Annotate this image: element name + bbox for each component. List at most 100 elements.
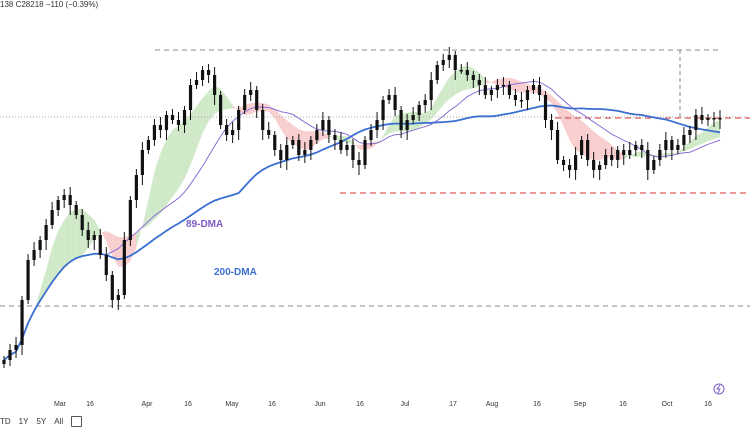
candle-body (610, 155, 614, 160)
cloud-segment-bearish (322, 132, 329, 140)
candle-body (453, 55, 457, 70)
cloud-segment-bullish (136, 226, 143, 248)
cloud-segment-bullish (160, 139, 167, 214)
candle-body (297, 140, 301, 155)
candle-body (561, 160, 566, 165)
x-tick-label: May (225, 401, 239, 408)
lightning-icon[interactable] (713, 383, 725, 395)
cloud-segment-bullish (635, 151, 642, 158)
candle-body (74, 205, 78, 215)
candle-body (477, 80, 481, 85)
candle-body (62, 195, 66, 200)
candle-body (459, 70, 463, 72)
cloud-segment-bullish (707, 122, 714, 142)
candle-body (501, 85, 505, 87)
range-1y-button[interactable]: 1Y (18, 416, 29, 426)
candle-body (616, 150, 620, 160)
cloud-segment-bearish (545, 91, 552, 104)
cloud-segment-bullish (689, 135, 696, 150)
range-td-button[interactable]: TD (0, 416, 11, 426)
cloud-segment-bearish (521, 81, 528, 93)
cloud-segment-bullish (202, 90, 209, 134)
candle-body (158, 125, 163, 130)
cloud-segment-bearish (569, 112, 576, 150)
candle-body (219, 95, 223, 125)
cloud-segment-bullish (142, 200, 149, 230)
candle-body (212, 75, 217, 95)
cloud-segment-bullish (184, 114, 191, 179)
candle-body (176, 120, 181, 125)
candle-body (567, 165, 572, 170)
candle-body (411, 115, 415, 120)
cloud-segment-bullish (701, 127, 708, 144)
x-tick-label: 16 (184, 401, 192, 408)
line-200-dma (3, 104, 721, 361)
cloud-segment-bearish (286, 120, 293, 144)
candle-body (92, 235, 96, 240)
candle-body (622, 150, 626, 155)
candle-body (80, 215, 84, 230)
cloud-segment-bullish (461, 65, 468, 92)
cloud-segment-bullish (46, 247, 53, 292)
candle-body (243, 95, 247, 110)
cloud-segment-bullish (70, 208, 77, 262)
candle-body (700, 115, 704, 120)
cloud-segment-bullish (623, 153, 630, 160)
candle-body (369, 130, 373, 140)
range-5y-button[interactable]: 5Y (36, 416, 47, 426)
candle-body (2, 360, 6, 364)
candle-body (604, 155, 608, 165)
candle-body (164, 115, 169, 130)
cloud-segment-bullish (64, 212, 71, 267)
candle-body (694, 115, 698, 130)
range-all-button[interactable]: All (54, 416, 64, 426)
cloud-segment-bearish (515, 79, 522, 93)
x-tick-label: 16 (268, 401, 276, 408)
candle-body (706, 118, 710, 120)
candle-body (592, 160, 596, 170)
cloud-segment-bullish (449, 71, 456, 99)
candle-body (495, 85, 499, 90)
x-tick-label: 16 (533, 401, 541, 408)
candle-body (56, 200, 60, 210)
candle-body (261, 110, 265, 130)
candle-body (50, 210, 54, 225)
candle-body (315, 130, 319, 140)
label-200-dma: 200-DMA (214, 267, 257, 278)
cloud-segment-bearish (274, 109, 281, 130)
candle-body (285, 145, 289, 160)
cloud-segment-bearish (563, 106, 570, 140)
candle-body (303, 150, 307, 155)
candle-body (255, 90, 259, 110)
candle-body (586, 140, 590, 160)
candle-body (628, 150, 632, 155)
candle-body (182, 110, 187, 125)
candle-body (555, 130, 560, 160)
candle-body (206, 70, 211, 75)
candle-body (423, 100, 427, 105)
candle-body (152, 125, 157, 140)
cloud-segment-bearish (599, 136, 606, 160)
cloud-segment-bullish (383, 125, 390, 138)
candle-body (357, 160, 361, 165)
cloud-segment-bullish (671, 152, 678, 155)
x-tick-label: Jul (401, 401, 410, 408)
candle-body (237, 110, 241, 130)
cloud-segment-bearish (485, 79, 492, 84)
candle-body (8, 350, 12, 360)
candle-body (194, 80, 199, 85)
candle-body (279, 150, 283, 160)
calendar-icon[interactable] (71, 415, 83, 427)
candle-body (267, 130, 271, 135)
x-tick-label: 16 (356, 401, 364, 408)
reference-lines (0, 49, 750, 307)
x-tick-label: Sep (574, 401, 587, 408)
cloud-segment-bullish (677, 146, 684, 154)
candle-body (682, 135, 686, 145)
x-axis-ticks: Mar 16 Apr 16 May 16 Jun 16 Jul 17 Aug 16 Sep 16 Oct 16 (54, 401, 712, 408)
candle-body (664, 140, 668, 150)
candle-body (658, 150, 662, 160)
cloud-segment-bullish (425, 108, 432, 124)
